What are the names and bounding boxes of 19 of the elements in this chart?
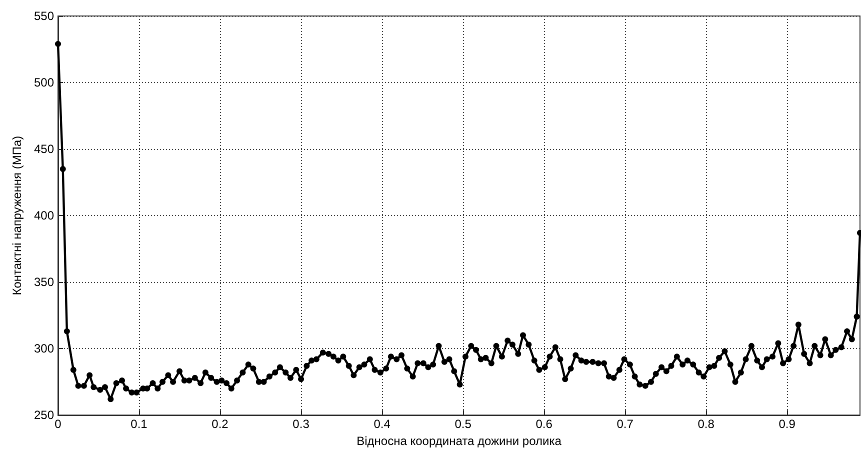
y-axis-title: Контактні напруження (МПа): [10, 136, 24, 296]
x-tick-label: 0.9: [778, 417, 796, 432]
x-tick-label: 0.8: [698, 417, 715, 432]
y-tick-label: 550: [34, 9, 54, 23]
y-tick-label: 400: [34, 208, 54, 223]
x-tick-label: 0.4: [374, 417, 391, 432]
x-tick-label: 0.1: [130, 417, 148, 432]
x-tick-label: 0.3: [292, 417, 310, 432]
y-tick-label: 350: [34, 275, 54, 290]
x-tick-label: 0.7: [616, 417, 634, 432]
x-tick-label: 0.6: [536, 417, 553, 432]
x-axis-title: Відносна координата дожини ролика: [356, 434, 562, 448]
x-tick-label: 0.5: [454, 417, 472, 432]
x-tick-label: 0.2: [212, 417, 229, 432]
x-tick-label: 0: [54, 417, 62, 432]
y-tick-label: 450: [34, 142, 54, 156]
y-tick-label: 500: [34, 76, 54, 90]
y-tick-label: 250: [34, 408, 54, 422]
y-tick-label: 300: [34, 342, 54, 356]
